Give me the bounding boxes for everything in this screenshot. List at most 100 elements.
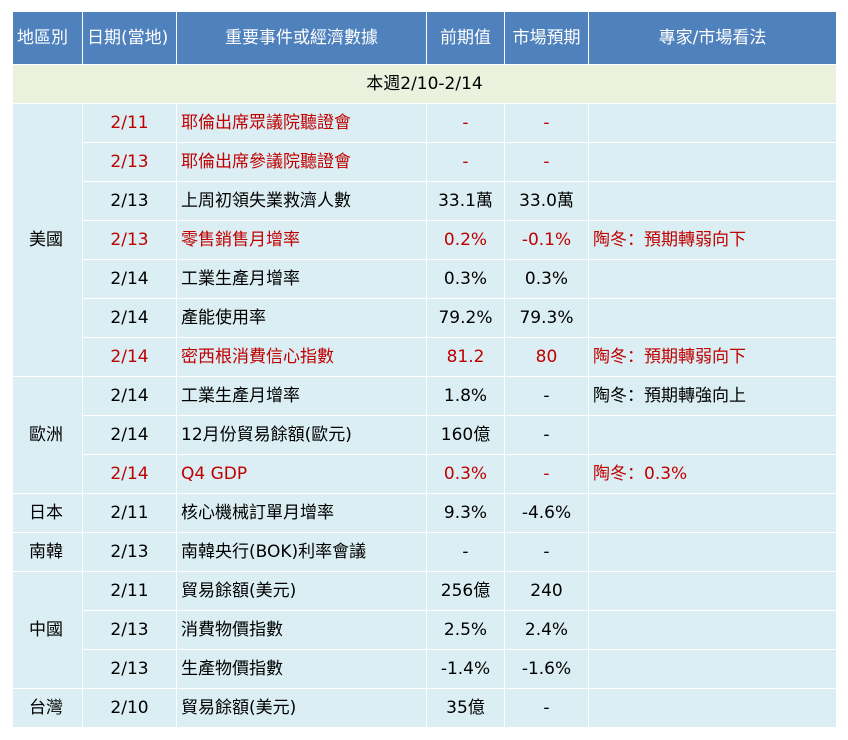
event-cell: 工業生產月增率 [176, 376, 427, 416]
previous-value-cell: - [426, 103, 505, 143]
forecast-value-cell: -0.1% [504, 220, 589, 260]
economic-calendar-table: 地區別 日期(當地) 重要事件或經濟數據 前期值 市場預期 專家/市場看法 本週… [12, 11, 837, 728]
forecast-value-cell: - [504, 415, 589, 455]
header-region: 地區別 [12, 11, 83, 65]
region-cell: 歐洲 [12, 376, 83, 494]
table-row: 日本 2/11 核心機械訂單月增率 9.3% -4.6% [12, 493, 837, 533]
date-cell: 2/13 [82, 649, 177, 689]
comment-cell [588, 493, 837, 533]
table-row: 2/14 12月份貿易餘額(歐元) 160億 - [13, 415, 837, 455]
event-cell: 耶倫出席參議院聽證會 [176, 142, 427, 182]
forecast-value-cell: 80 [504, 337, 589, 377]
table-row: 台灣 2/10 貿易餘額(美元) 35億 - [12, 688, 837, 728]
header-event: 重要事件或經濟數據 [176, 11, 427, 65]
forecast-value-cell: - [504, 688, 589, 728]
table-row: 2/13 上周初領失業救濟人數 33.1萬 33.0萬 [13, 181, 837, 221]
event-cell: 耶倫出席眾議院聽證會 [176, 103, 427, 143]
week-label: 本週2/10-2/14 [12, 64, 837, 104]
event-cell: 南韓央行(BOK)利率會議 [176, 532, 427, 572]
forecast-value-cell: 2.4% [504, 610, 589, 650]
table-row: 中國 2/11 貿易餘額(美元) 256億 240 [12, 571, 837, 689]
forecast-value-cell: - [504, 376, 589, 416]
region-cell: 美國 [12, 103, 83, 377]
date-cell: 2/13 [82, 532, 177, 572]
table-row: 2/13 耶倫出席參議院聽證會 - - [13, 142, 837, 182]
header-comment: 專家/市場看法 [588, 11, 837, 65]
comment-cell [588, 181, 837, 221]
comment-cell [588, 103, 837, 143]
forecast-value-cell: - [504, 142, 589, 182]
date-cell: 2/14 [82, 454, 177, 494]
region-cell: 台灣 [12, 688, 83, 728]
comment-cell [588, 415, 837, 455]
comment-cell [588, 688, 837, 728]
table-row: 歐洲 2/14 工業生產月增率 1.8% - 陶冬：預期轉強向上 [12, 376, 837, 494]
date-cell: 2/14 [82, 259, 177, 299]
date-cell: 2/13 [82, 610, 177, 650]
region-cell: 南韓 [12, 532, 83, 572]
date-cell: 2/11 [82, 103, 177, 143]
previous-value-cell: 35億 [426, 688, 505, 728]
date-cell: 2/10 [82, 688, 177, 728]
date-cell: 2/13 [82, 181, 177, 221]
previous-value-cell: - [426, 142, 505, 182]
comment-cell [588, 571, 837, 611]
table-row: 2/14 密西根消費信心指數 81.2 80 陶冬：預期轉弱向下 [13, 337, 837, 377]
comment-cell [588, 649, 837, 689]
event-cell: 核心機械訂單月增率 [176, 493, 427, 533]
previous-value-cell: 256億 [426, 571, 505, 611]
table-row: 2/14 Q4 GDP 0.3% - 陶冬：0.3% [13, 454, 837, 494]
event-cell: 工業生產月增率 [176, 259, 427, 299]
previous-value-cell: - [426, 532, 505, 572]
event-cell: 產能使用率 [176, 298, 427, 338]
comment-cell [588, 259, 837, 299]
date-cell: 2/11 [82, 493, 177, 533]
comment-cell: 陶冬：預期轉弱向下 [588, 220, 837, 260]
comment-cell [588, 142, 837, 182]
previous-value-cell: 160億 [426, 415, 505, 455]
forecast-value-cell: -1.6% [504, 649, 589, 689]
header-date: 日期(當地) [82, 11, 177, 65]
date-cell: 2/13 [82, 142, 177, 182]
event-cell: Q4 GDP [176, 454, 427, 494]
forecast-value-cell: - [504, 454, 589, 494]
previous-value-cell: 1.8% [426, 376, 505, 416]
week-row: 本週2/10-2/14 [12, 64, 837, 104]
table-row: 2/14 產能使用率 79.2% 79.3% [13, 298, 837, 338]
previous-value-cell: 33.1萬 [426, 181, 505, 221]
event-cell: 上周初領失業救濟人數 [176, 181, 427, 221]
previous-value-cell: 0.3% [426, 259, 505, 299]
table-row: 2/13 生產物價指數 -1.4% -1.6% [13, 649, 837, 689]
date-cell: 2/14 [82, 415, 177, 455]
previous-value-cell: 0.2% [426, 220, 505, 260]
previous-value-cell: -1.4% [426, 649, 505, 689]
forecast-value-cell: -4.6% [504, 493, 589, 533]
forecast-value-cell: - [504, 103, 589, 143]
event-cell: 貿易餘額(美元) [176, 688, 427, 728]
comment-cell [588, 532, 837, 572]
header-forecast: 市場預期 [504, 11, 589, 65]
date-cell: 2/14 [82, 337, 177, 377]
event-cell: 生產物價指數 [176, 649, 427, 689]
comment-cell: 陶冬：預期轉強向上 [588, 376, 837, 416]
previous-value-cell: 9.3% [426, 493, 505, 533]
event-cell: 貿易餘額(美元) [176, 571, 427, 611]
region-cell: 日本 [12, 493, 83, 533]
event-cell: 零售銷售月增率 [176, 220, 427, 260]
event-cell: 12月份貿易餘額(歐元) [176, 415, 427, 455]
comment-cell: 陶冬：0.3% [588, 454, 837, 494]
date-cell: 2/14 [82, 298, 177, 338]
table-row: 美國 2/11 耶倫出席眾議院聽證會 - - [12, 103, 837, 377]
header-row: 地區別 日期(當地) 重要事件或經濟數據 前期值 市場預期 專家/市場看法 [12, 11, 837, 65]
previous-value-cell: 2.5% [426, 610, 505, 650]
event-cell: 消費物價指數 [176, 610, 427, 650]
previous-value-cell: 81.2 [426, 337, 505, 377]
table-row: 2/13 消費物價指數 2.5% 2.4% [13, 610, 837, 650]
table-row: 南韓 2/13 南韓央行(BOK)利率會議 - - [12, 532, 837, 572]
comment-cell: 陶冬：預期轉弱向下 [588, 337, 837, 377]
previous-value-cell: 0.3% [426, 454, 505, 494]
comment-cell [588, 298, 837, 338]
forecast-value-cell: 240 [504, 571, 589, 611]
forecast-value-cell: 0.3% [504, 259, 589, 299]
date-cell: 2/11 [82, 571, 177, 611]
